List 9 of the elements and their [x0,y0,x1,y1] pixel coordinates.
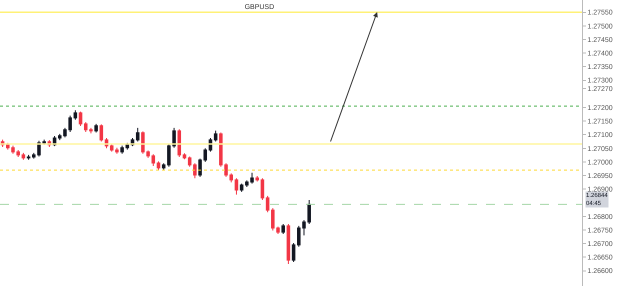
candlestick [94,123,98,134]
candlestick [172,127,176,148]
candlestick [219,132,223,168]
candlestick [141,130,145,154]
candlestick [100,124,104,142]
candlestick [286,223,290,264]
candlestick [250,172,254,184]
candlestick [214,130,218,142]
candlestick [281,223,285,235]
